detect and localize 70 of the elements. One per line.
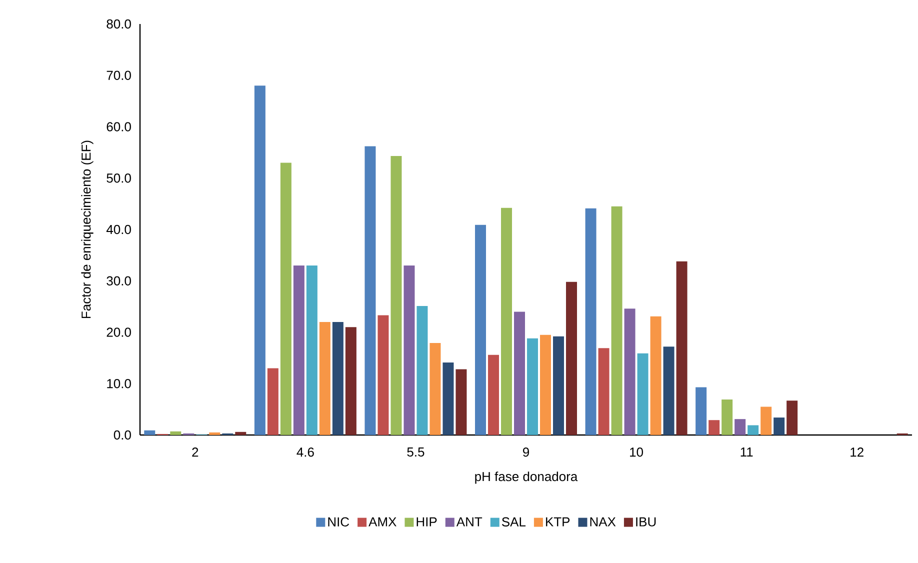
bar: [774, 418, 785, 435]
bar: [708, 420, 720, 435]
x-axis-title: pH fase donadora: [475, 472, 578, 484]
bar: [416, 306, 428, 435]
bar: [332, 322, 344, 435]
bar: [540, 334, 551, 435]
x-tick-label: 4.6: [296, 448, 314, 457]
bar: [404, 265, 415, 435]
x-tick-label: 12: [850, 448, 864, 457]
bar: [501, 208, 512, 435]
bar: [209, 432, 220, 435]
bar: [254, 86, 266, 435]
y-tick-label: 80.0: [106, 19, 131, 29]
bar: [760, 406, 772, 435]
bar: [722, 400, 733, 435]
bar: [514, 312, 525, 435]
legend-label: AMX: [368, 517, 396, 526]
y-tick-label: 40.0: [106, 224, 131, 234]
bar: [364, 146, 376, 435]
bar: [553, 336, 564, 435]
bar: [650, 316, 662, 435]
x-tick-label: 9: [523, 448, 530, 457]
bar: [488, 354, 499, 435]
bar: [624, 308, 636, 435]
bar: [676, 261, 688, 435]
y-tick-label: 10.0: [107, 379, 131, 388]
bar: [663, 346, 674, 435]
y-tick-label: 70.0: [106, 70, 131, 80]
bar: [637, 353, 648, 435]
legend-label: HIP: [416, 517, 437, 526]
bar: [585, 208, 596, 435]
legend-label: SAL: [502, 517, 526, 526]
y-tick-label: 0.0: [114, 430, 131, 440]
bar: [696, 387, 707, 435]
bar: [456, 369, 467, 435]
legend-label: ANT: [456, 517, 482, 526]
y-tick-label: 30.0: [106, 276, 131, 286]
x-tick-label: 5.5: [407, 448, 424, 457]
bar: [611, 206, 622, 435]
bar: [527, 338, 538, 435]
bar: [345, 327, 356, 435]
x-tick-label: 2: [192, 448, 198, 457]
bar: [598, 348, 610, 435]
bar: [390, 156, 402, 435]
bar: [170, 431, 182, 435]
x-tick-label: 10: [630, 448, 644, 457]
y-tick-label: 60.0: [106, 122, 131, 132]
legend-label: KTP: [546, 517, 570, 526]
bar: [306, 265, 318, 435]
bar: [748, 425, 759, 435]
y-axis-title: Factor de enriquecimiento (EF): [81, 140, 94, 318]
bar: [475, 224, 486, 435]
y-tick-label: 20.0: [106, 328, 131, 337]
x-tick-label: 11: [740, 448, 753, 456]
bar: [280, 162, 292, 435]
bar: [430, 343, 441, 435]
legend-label: NIC: [328, 517, 350, 526]
legend-label: NAX: [590, 517, 616, 526]
y-tick-label: 50.0: [106, 174, 131, 183]
bar: [442, 362, 454, 435]
bar: [566, 282, 578, 435]
bar: [267, 368, 278, 435]
bar: [293, 265, 304, 435]
bar: [235, 432, 246, 435]
bar: [144, 430, 156, 435]
bar: [378, 315, 389, 435]
bar: [319, 322, 330, 435]
bar: [734, 419, 746, 435]
bar: [786, 400, 798, 435]
legend-label: IBU: [636, 517, 656, 526]
